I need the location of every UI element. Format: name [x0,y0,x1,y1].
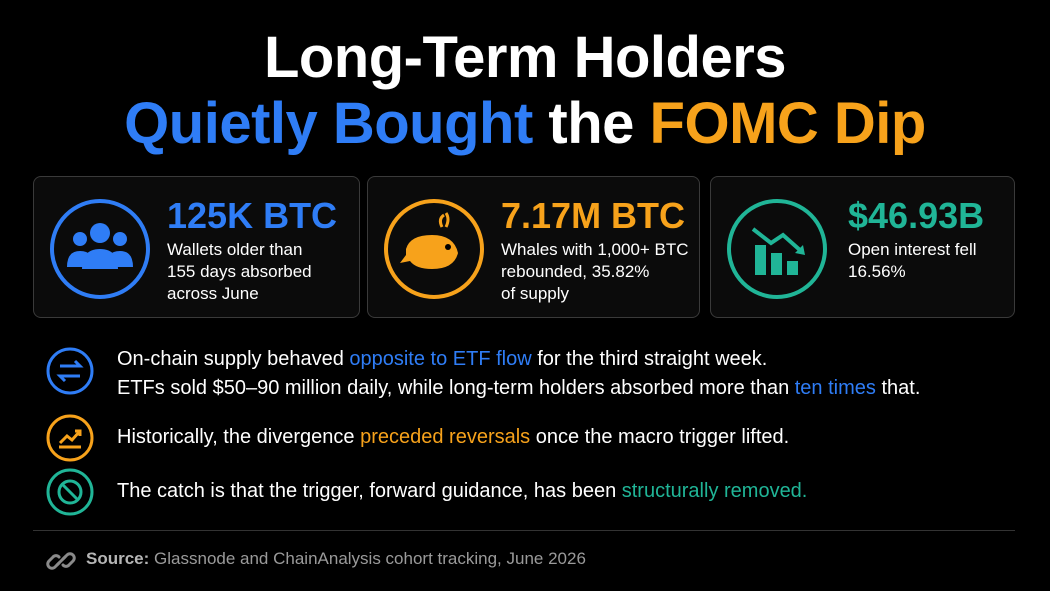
bullet-line: Historically, the divergence preceded re… [117,423,789,452]
text: for the third straight week. [531,348,768,370]
text: ETFs sold $50–90 million daily, while lo… [117,377,795,399]
title-accent: FOMC Dip [649,91,927,156]
desc-line: across June [167,284,259,303]
source-label: Source: [86,549,150,568]
stat-card: $46.93B Open interest fell 16.56% [710,176,1015,318]
highlight: preceded reversals [360,426,531,448]
desc-line: Open interest fell [848,240,977,259]
stat-value: 7.17M BTC [501,195,686,236]
text: The catch is that the trigger, forward g… [117,480,622,502]
stat-desc: Wallets older than 155 days absorbed acr… [167,239,312,305]
bullet-text: The catch is that the trigger, forward g… [117,477,807,506]
title: Long-Term Holders [263,25,787,90]
icon [46,468,94,516]
stat-value: $46.93B [848,195,985,236]
icon [46,414,94,462]
stat-value: 125K BTC [167,195,338,236]
bullet-line: The catch is that the trigger, forward g… [117,477,807,506]
highlight: opposite to ETF flow [349,348,532,370]
link-icon [46,552,76,570]
stat-desc: Open interest fell 16.56% [848,239,977,283]
desc-line: rebounded, 35.82% [501,262,650,281]
bullet-text: On-chain supply behaved opposite to ETF … [117,345,920,403]
text: that. [875,377,921,399]
desc-line: Wallets older than [167,240,303,259]
desc-line: of supply [501,284,570,303]
highlight: ten times [794,377,876,399]
icon [46,347,94,395]
bullet-line: On-chain supply behaved opposite to ETF … [117,345,920,374]
highlight: structurally removed. [621,480,808,502]
desc-line: Whales with 1,000+ BTC [501,240,689,259]
icon [384,199,484,299]
icon [50,199,150,299]
text: Historically, the divergence [117,426,361,448]
source-text: Glassnode and ChainAnalysis cohort track… [154,549,586,568]
text: once the macro trigger lifted. [530,426,790,448]
desc-line: 16.56% [848,262,906,281]
divider [33,530,1015,531]
title-text: the [532,91,650,156]
icon [727,199,827,299]
desc-line: 155 days absorbed [167,262,312,281]
stat-desc: Whales with 1,000+ BTC rebounded, 35.82%… [501,239,689,305]
title-accent: Quietly Bought [124,91,533,156]
stat-card: 7.17M BTC Whales with 1,000+ BTC rebound… [367,176,700,318]
stat-card: 125K BTC Wallets older than 155 days abs… [33,176,360,318]
bullet-line: ETFs sold $50–90 million daily, while lo… [117,374,920,403]
title: Quietly Bought the FOMC Dip [0,90,1050,157]
bullet-text: Historically, the divergence preceded re… [117,423,789,452]
text: On-chain supply behaved [117,348,350,370]
source: Source: Glassnode and ChainAnalysis coho… [86,549,586,569]
